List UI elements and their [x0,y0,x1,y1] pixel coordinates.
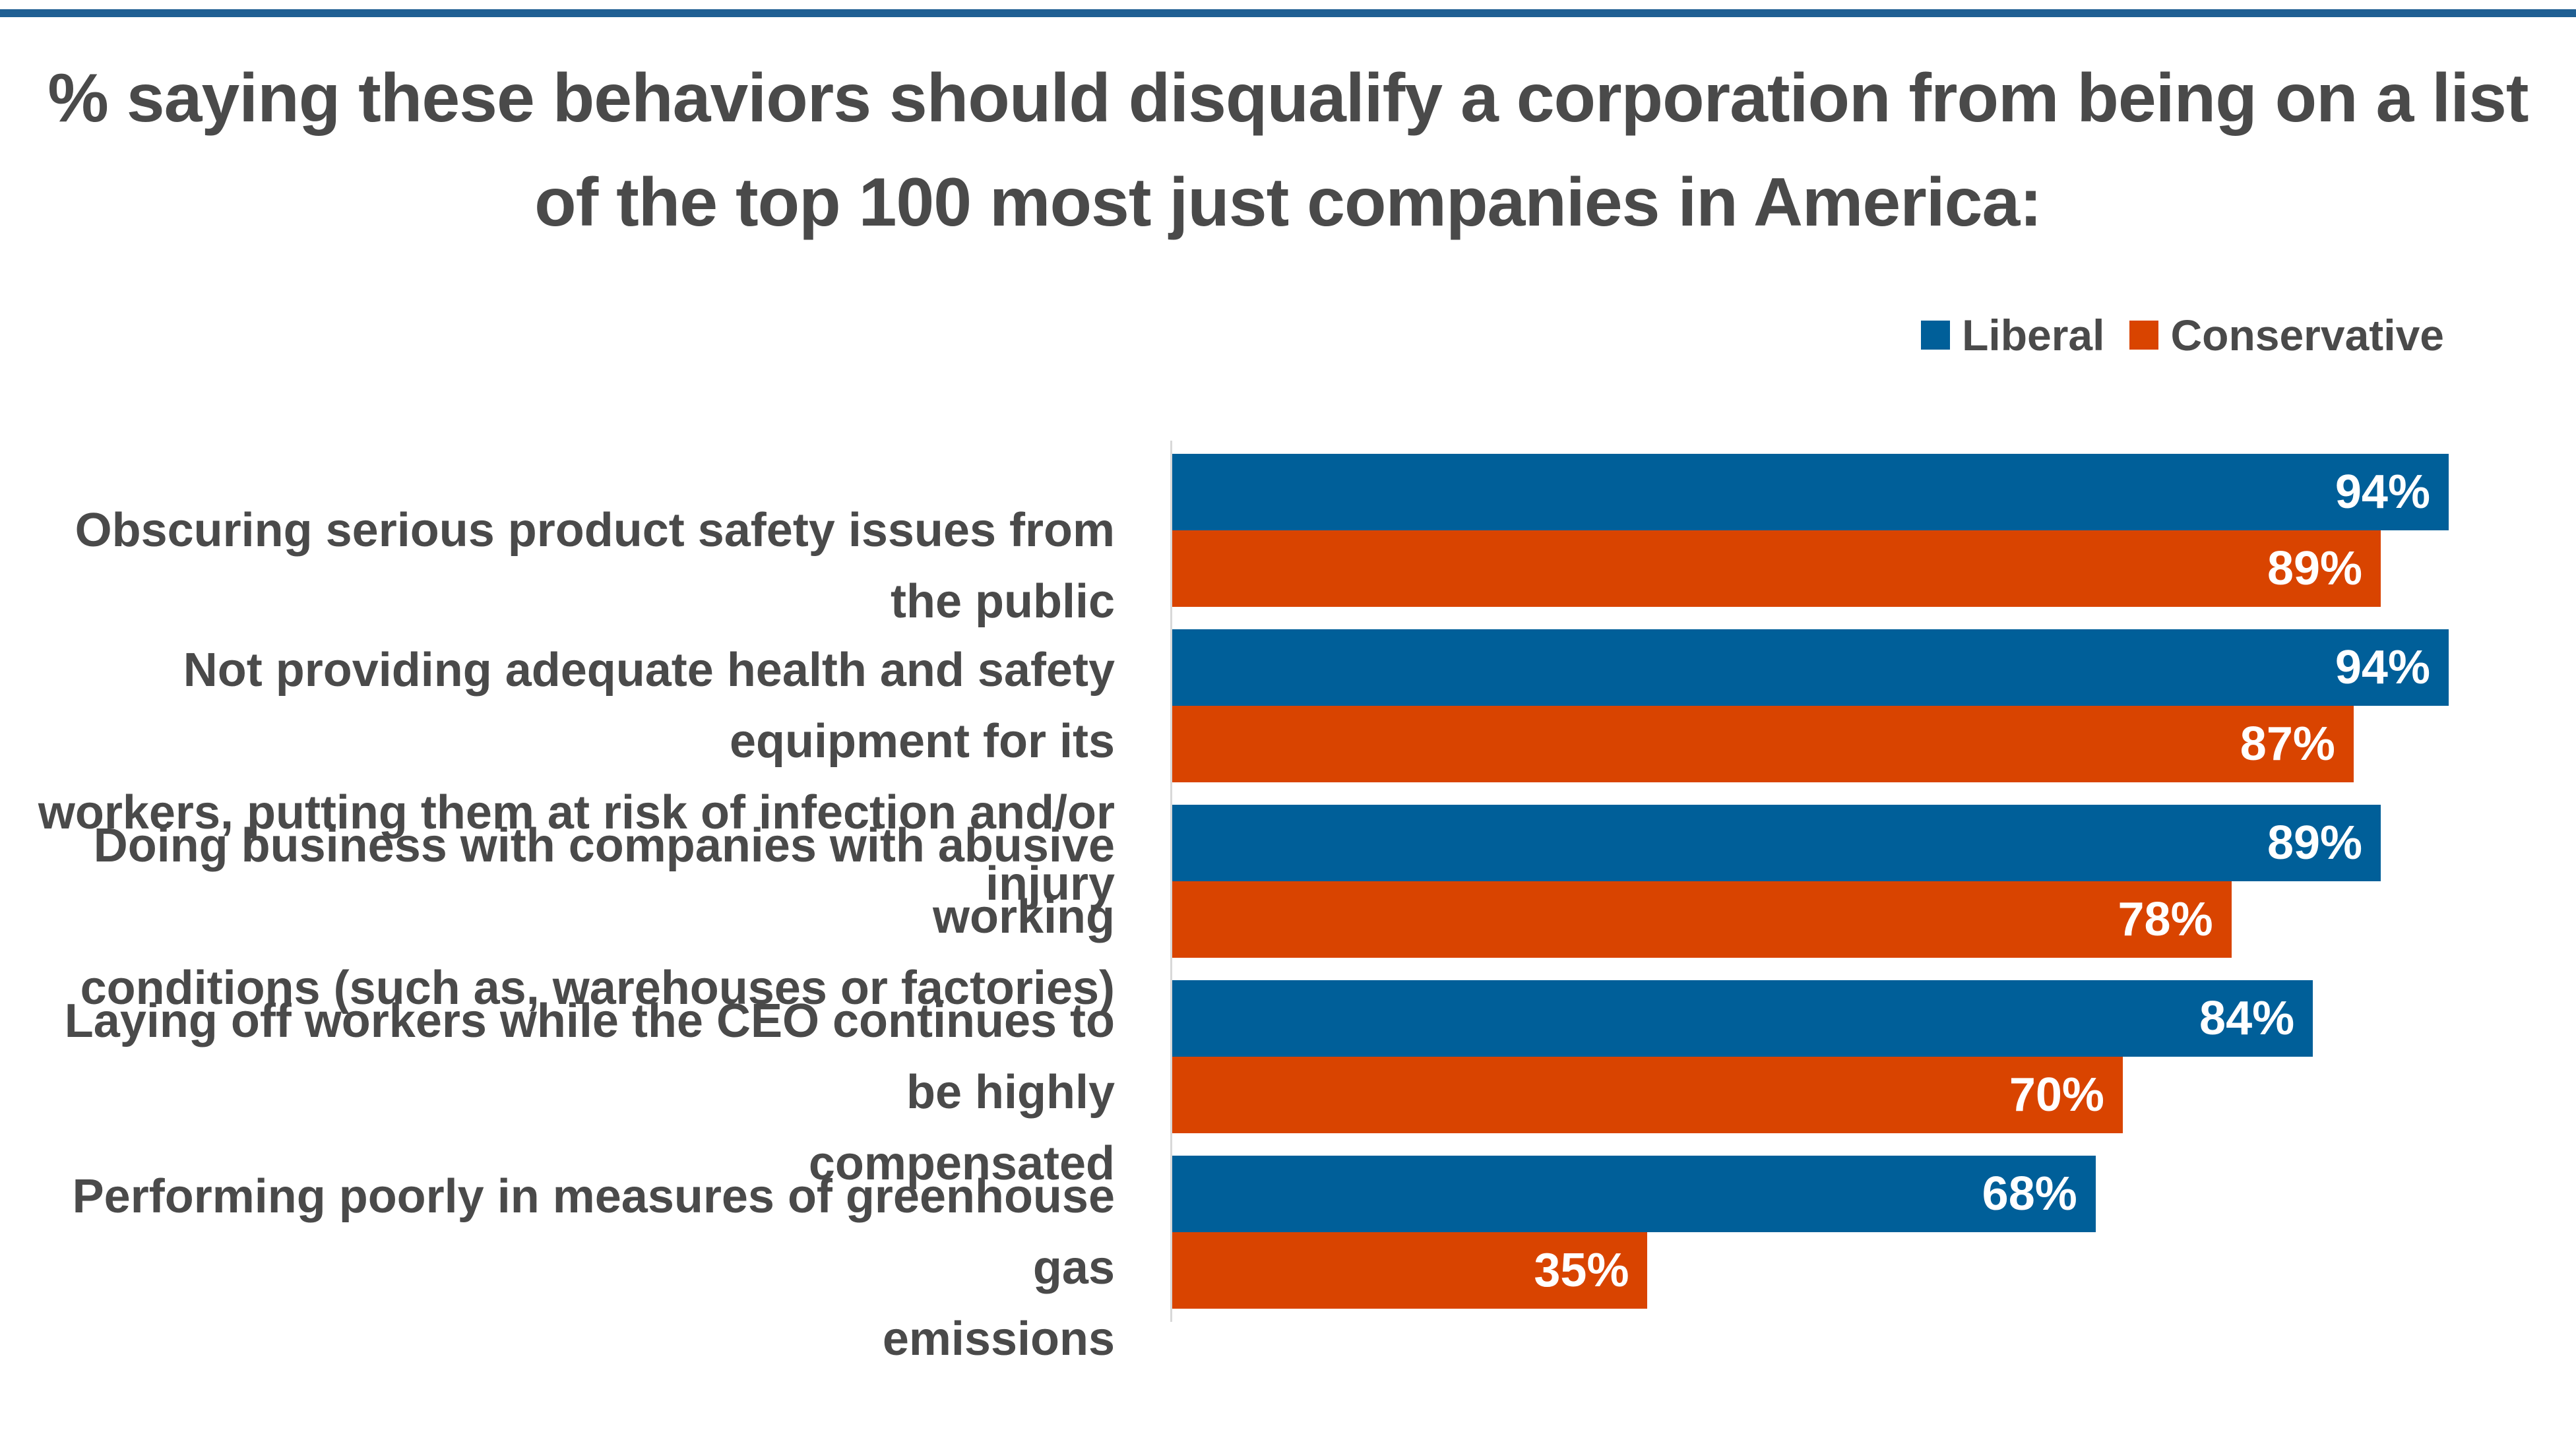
legend-label-liberal: Liberal [1962,311,2105,359]
category-label: Performing poorly in measures of greenho… [13,1161,1115,1375]
data-label-conservative: 78% [2118,893,2213,946]
legend-label-conservative: Conservative [2170,311,2444,359]
category-label-line: conditions (such as, warehouses or facto… [80,962,1115,1015]
top-rule [0,9,2576,17]
bar-conservative [1172,881,2232,958]
bar-liberal [1172,629,2449,706]
data-label-liberal: 94% [2335,641,2430,694]
category-label-line: emissions [882,1313,1115,1365]
data-label-liberal: 89% [2267,817,2363,869]
data-label-liberal: 84% [2199,992,2295,1045]
bar-conservative [1172,530,2381,607]
legend: Liberal Conservative [1896,310,2444,360]
data-label-conservative: 89% [2267,542,2363,595]
bar-liberal [1172,805,2381,881]
legend-item-conservative: Conservative [2129,310,2444,360]
bar-liberal [1172,454,2449,530]
bar-liberal [1172,980,2313,1057]
data-label-conservative: 70% [2009,1069,2104,1121]
category-label-line: Obscuring serious product safety issues … [75,504,1115,628]
bar-conservative [1172,706,2354,782]
legend-item-liberal: Liberal [1921,310,2104,360]
data-label-liberal: 94% [2335,466,2430,518]
data-label-conservative: 35% [1534,1244,1629,1297]
bar-conservative [1172,1232,1648,1309]
category-label-line: workers, putting them at risk of infecti… [38,786,1115,910]
data-label-liberal: 68% [1982,1168,2077,1220]
bar-conservative [1172,1057,2123,1133]
category-label-line: Doing business with companies with abusi… [93,819,1115,943]
bar-liberal [1172,1156,2096,1232]
chart-title-line-1: % saying these behaviors should disquali… [47,60,2529,137]
category-label-line: compensated [808,1137,1115,1190]
category-label: Laying off workers while the CEO continu… [13,985,1115,1199]
legend-swatch-liberal [1921,321,1951,350]
data-label-conservative: 87% [2240,718,2335,770]
category-label-line: Performing poorly in measures of greenho… [72,1170,1115,1294]
category-label: Obscuring serious product safety issues … [13,495,1115,637]
category-axis-line [1170,441,1172,1322]
chart-title-line-2: of the top 100 most just companies in Am… [534,164,2042,241]
category-label-line: Laying off workers while the CEO continu… [64,995,1115,1119]
legend-swatch-conservative [2129,321,2159,350]
category-label-line: Not providing adequate health and safety… [183,644,1115,768]
category-label: Doing business with companies with abusi… [13,810,1115,1024]
category-label: Not providing adequate health and safety… [13,635,1115,920]
chart-title: % saying these behaviors should disquali… [0,46,2576,255]
